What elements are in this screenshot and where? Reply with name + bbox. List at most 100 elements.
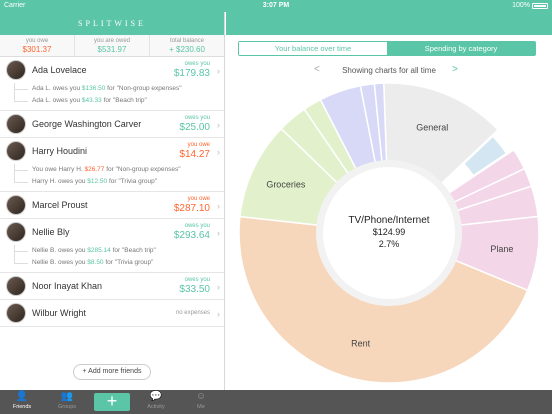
group-balance-line: You owe Harry H. $26.77 for "Non-group e…: [14, 164, 224, 176]
avatar[interactable]: [6, 195, 26, 215]
friend-row[interactable]: Marcel Proust you owe $287.10 ›: [0, 192, 224, 219]
balance-amount: $25.00: [179, 122, 210, 133]
tab-spending-by-category[interactable]: Spending by category: [387, 42, 535, 55]
friend-header[interactable]: Wilbur Wright no expenses ›: [0, 300, 224, 326]
friends-panel: SPLITWISE you owe $301.37 you are owed $…: [0, 12, 225, 390]
tab-label: Groups: [57, 404, 77, 410]
balance-amount: $8.50: [87, 259, 104, 266]
period-navigator: < Showing charts for all time >: [226, 64, 552, 78]
balance-amount: $33.50: [179, 284, 210, 295]
friend-header[interactable]: George Washington Carver owes you $25.00 ›: [0, 111, 224, 137]
selected-category-name: TV/Phone/Internet: [348, 215, 429, 226]
chevron-right-icon: ›: [217, 147, 220, 157]
friend-row[interactable]: Ada Lovelace owes you $179.83 › Ada L. owes …: [0, 57, 224, 111]
group-balance-line: Nellie B. owes you $8.50 for "Trivia gro…: [14, 257, 224, 269]
selected-category-amount: $124.99: [373, 227, 406, 237]
chevron-right-icon: ›: [217, 120, 220, 130]
battery-indicator: 100%: [512, 2, 548, 9]
group-name: for "Non-group expenses": [105, 85, 182, 92]
tab-groups[interactable]: 👥 Groups: [47, 390, 87, 414]
friend-balance: owes you $25.00: [179, 115, 210, 133]
slice-label: General: [416, 123, 448, 133]
tree-line: [14, 245, 15, 263]
summary-label: you are owed: [93, 38, 131, 44]
prev-period-icon[interactable]: <: [314, 64, 320, 75]
tab-label: Friends: [12, 404, 32, 410]
clock: 3:07 PM: [262, 2, 290, 9]
summary-total-balance[interactable]: total balance + $230.60: [150, 35, 224, 56]
slice-tv-phone-internet[interactable]: [462, 135, 508, 177]
balance-amount: $14.27: [179, 149, 210, 160]
summary-label: you owe: [25, 38, 49, 44]
balance-direction: owes you: [184, 61, 210, 67]
friend-header[interactable]: Marcel Proust you owe $287.10 ›: [0, 192, 224, 218]
tree-branch: [14, 182, 28, 183]
balance-amount: $26.77: [84, 166, 105, 173]
tab-activity[interactable]: 💬 Activity: [136, 390, 176, 414]
group-balance-line: Nellie B. owes you $285.14 for "Beach tr…: [14, 245, 224, 257]
app-logo: SPLITWISE: [0, 12, 224, 35]
chevron-right-icon: ›: [217, 282, 220, 292]
friend-name: Marcel Proust: [32, 200, 88, 210]
friend-row[interactable]: Wilbur Wright no expenses ›: [0, 300, 224, 327]
summary-you-owe[interactable]: you owe $301.37: [0, 35, 75, 56]
add-more-friends-button[interactable]: + Add more friends: [73, 364, 151, 380]
friend-row[interactable]: Nellie Bly owes you $293.64 › Nellie B. owes…: [0, 219, 224, 273]
summary-value: $301.37: [22, 45, 52, 54]
selected-category-percent: 2.7%: [379, 239, 400, 249]
tree-branch: [14, 263, 28, 264]
avatar[interactable]: [6, 141, 26, 161]
no-expenses-label: no expenses: [175, 310, 210, 316]
summary-you-are-owed[interactable]: you are owed $531.97: [75, 35, 150, 56]
tab-me[interactable]: ☺ Me: [181, 390, 221, 414]
avatar[interactable]: [6, 303, 26, 323]
summary-label: total balance: [169, 38, 205, 44]
chevron-right-icon: ›: [217, 201, 220, 211]
tab-friends[interactable]: 👤 Friends: [2, 390, 42, 414]
friend-header[interactable]: Nellie Bly owes you $293.64 ›: [0, 219, 224, 245]
avatar[interactable]: [6, 114, 26, 134]
friend-row[interactable]: George Washington Carver owes you $25.00 ›: [0, 111, 224, 138]
add-expense-button[interactable]: +: [94, 392, 130, 411]
friend-row[interactable]: Harry Houdini you owe $14.27 › You owe Harry…: [0, 138, 224, 192]
balance-direction: owes you: [184, 223, 210, 229]
balance-text: Ada L. owes you: [32, 97, 82, 104]
friend-balance: you owe $287.10: [174, 196, 210, 214]
balance-text: Harry H. owes you: [32, 178, 88, 185]
donut-hole: [323, 167, 455, 299]
friend-name: Ada Lovelace: [32, 65, 87, 75]
friend-header[interactable]: Harry Houdini you owe $14.27 ›: [0, 138, 224, 164]
group-breakdown: You owe Harry H. $26.77 for "Non-group e…: [0, 164, 224, 191]
friend-name: Noor Inayat Khan: [32, 281, 103, 291]
balance-text: Ada L. owes you: [32, 85, 82, 92]
battery-icon: [532, 2, 548, 9]
group-breakdown: Nellie B. owes you $285.14 for "Beach tr…: [0, 245, 224, 272]
chart-type-toggle: Your balance over time Spending by categ…: [238, 41, 536, 56]
tab-balance-over-time[interactable]: Your balance over time: [239, 42, 387, 55]
balance-amount: $136.50: [81, 85, 106, 92]
friend-header[interactable]: Ada Lovelace owes you $179.83 ›: [0, 57, 224, 83]
tab-bar: + 👤 Friends 👥 Groups 💬 Activity ☺ Me: [0, 390, 225, 414]
friend-row[interactable]: Noor Inayat Khan owes you $33.50 ›: [0, 273, 224, 300]
group-name: for "Beach trip": [110, 247, 156, 254]
friend-name: George Washington Carver: [32, 119, 142, 129]
tree-branch: [14, 251, 28, 252]
friend-header[interactable]: Noor Inayat Khan owes you $33.50 ›: [0, 273, 224, 299]
activity-icon: 💬: [149, 391, 163, 402]
balance-direction: owes you: [184, 277, 210, 283]
avatar[interactable]: [6, 222, 26, 242]
balance-text: Nellie B. owes you: [32, 259, 88, 266]
avatar[interactable]: [6, 60, 26, 80]
group-breakdown: Ada L. owes you $136.50 for "Non-group e…: [0, 83, 224, 110]
group-balance-line: Ada L. owes you $43.33 for "Beach trip": [14, 95, 224, 107]
friend-balance: owes you $33.50: [179, 277, 210, 295]
balance-text: You owe Harry H.: [32, 166, 85, 173]
chevron-right-icon: ›: [217, 66, 220, 76]
friend-balance: owes you $293.64: [174, 223, 210, 241]
me-icon: ☺: [195, 391, 207, 402]
next-period-icon[interactable]: >: [452, 64, 458, 75]
balance-amount: $43.33: [81, 97, 102, 104]
avatar[interactable]: [6, 276, 26, 296]
tree-line: [14, 164, 15, 182]
chevron-right-icon: ›: [217, 228, 220, 238]
